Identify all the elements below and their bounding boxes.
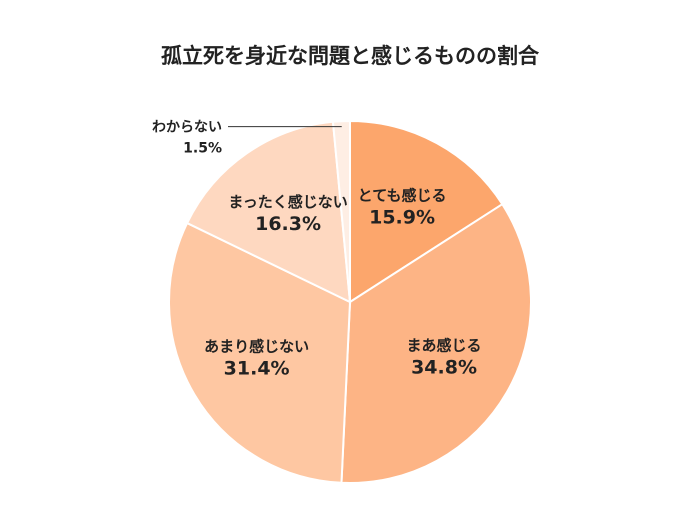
slice-3-wedge [168, 221, 352, 484]
slice-3-label: あまり感じない [204, 337, 309, 355]
chart-title: 孤立死を身近な問題と感じるものの割合 [161, 44, 539, 68]
pie-labels: とても感じる 15.9% まあ感じる 34.8% あまり感じない 31.4% まったく感じな… [152, 120, 482, 380]
slice-5-wedge [331, 119, 351, 303]
slice-4-value: 16.3% [255, 213, 321, 235]
slice-5-label: わからない [152, 120, 222, 136]
slice-1-value: 15.9% [369, 207, 435, 229]
slice-1-label: とても感じる [358, 187, 447, 205]
slice-3-value: 31.4% [224, 357, 290, 379]
pie-slices [168, 119, 532, 484]
slice-2-wedge [340, 202, 532, 484]
slice-4-wedge [185, 120, 352, 304]
slice-5-value: 1.5% [183, 141, 222, 157]
slice-4-label: まったく感じない [228, 193, 347, 211]
slice-2-label: まあ感じる [407, 336, 482, 354]
slice-1-wedge [349, 119, 504, 304]
slice-2-value: 34.8% [411, 356, 477, 378]
